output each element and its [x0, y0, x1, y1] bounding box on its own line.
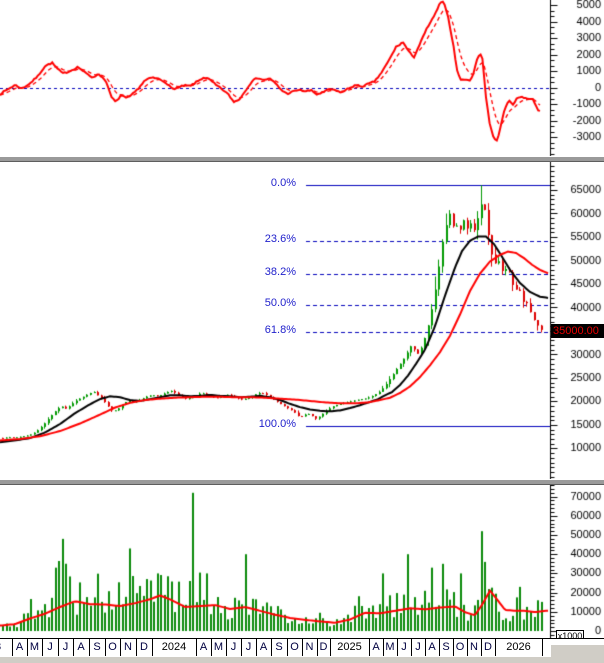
volume-plot[interactable]: [0, 485, 604, 638]
volume-panel: [0, 485, 604, 638]
date-label: J: [47, 641, 53, 653]
fib-level-label: 0.0%: [270, 177, 296, 189]
date-label: D: [484, 641, 492, 653]
date-label: 2024: [161, 641, 187, 653]
date-tick: [241, 639, 242, 656]
fib-level-label: 50.0%: [264, 297, 296, 309]
date-tick: [42, 639, 43, 656]
fib-level-label: 61.8%: [264, 324, 296, 336]
price-plot[interactable]: [0, 162, 604, 479]
date-tick: [211, 639, 212, 656]
date-tick: [453, 639, 454, 656]
date-tick: [136, 639, 137, 656]
date-tick: [287, 639, 288, 656]
date-label: O: [108, 641, 117, 653]
date-tick: [271, 639, 272, 656]
date-label: S: [442, 641, 450, 653]
date-label: M: [213, 641, 224, 653]
date-label: J: [230, 641, 237, 653]
date-label: O: [455, 641, 465, 653]
date-tick: [105, 639, 106, 656]
date-label: A: [428, 641, 436, 653]
date-tick: [439, 639, 440, 656]
date-tick: [120, 639, 121, 656]
date-tick: [196, 639, 197, 656]
date-tick: [425, 639, 426, 656]
date-tick: [383, 639, 384, 656]
date-axis-row[interactable]: 3AMJJASOND2024AMJJASOND2025AMJJASOND2026: [0, 638, 604, 658]
date-tick: [481, 639, 482, 656]
date-label: A: [259, 641, 268, 653]
fib-level-label: 23.6%: [264, 233, 296, 245]
date-label: N: [124, 641, 132, 653]
date-label: N: [470, 641, 478, 653]
date-label: J: [62, 641, 69, 653]
date-label: D: [319, 641, 328, 653]
date-label: D: [140, 641, 148, 653]
date-label: J: [245, 641, 252, 653]
date-label: J: [401, 641, 407, 653]
panel-splitter-top[interactable]: [0, 156, 604, 162]
date-label: A: [15, 641, 24, 653]
date-label: A: [199, 641, 208, 653]
date-tick: [397, 639, 398, 656]
date-label: M: [29, 641, 40, 653]
date-tick: [467, 639, 468, 656]
panel-splitter-bottom[interactable]: [0, 479, 604, 485]
fib-level-label: 38.2%: [264, 266, 296, 278]
indicator-panel: [0, 0, 604, 156]
date-label: O: [290, 641, 299, 653]
bottom-strip: [0, 657, 604, 663]
last-price-tag: 35000.00: [551, 324, 604, 338]
date-tick: [411, 639, 412, 656]
date-tick: [89, 639, 90, 656]
date-tick: [317, 639, 318, 656]
date-tick: [256, 639, 257, 656]
date-label: 2025: [337, 641, 362, 653]
date-tick: [369, 639, 370, 656]
indicator-plot[interactable]: [0, 0, 604, 156]
price-panel: [0, 162, 604, 479]
date-tick: [152, 639, 153, 656]
date-label: S: [275, 641, 283, 653]
date-tick: [27, 639, 28, 656]
date-label: A: [372, 641, 380, 653]
date-tick: [495, 639, 496, 656]
date-label: J: [415, 641, 421, 653]
date-tick: [330, 639, 331, 656]
date-label: 3: [0, 641, 6, 653]
date-label: M: [385, 641, 395, 653]
date-label: A: [77, 641, 85, 653]
date-tick: [302, 639, 303, 656]
date-label: S: [93, 641, 101, 653]
date-label: 2026: [506, 641, 531, 653]
date-tick: [542, 639, 543, 656]
date-tick: [58, 639, 59, 656]
date-tick: [73, 639, 74, 656]
date-tick: [12, 639, 13, 656]
fib-level-label: 100.0%: [258, 418, 296, 430]
date-label: N: [305, 641, 314, 653]
date-tick: [226, 639, 227, 656]
